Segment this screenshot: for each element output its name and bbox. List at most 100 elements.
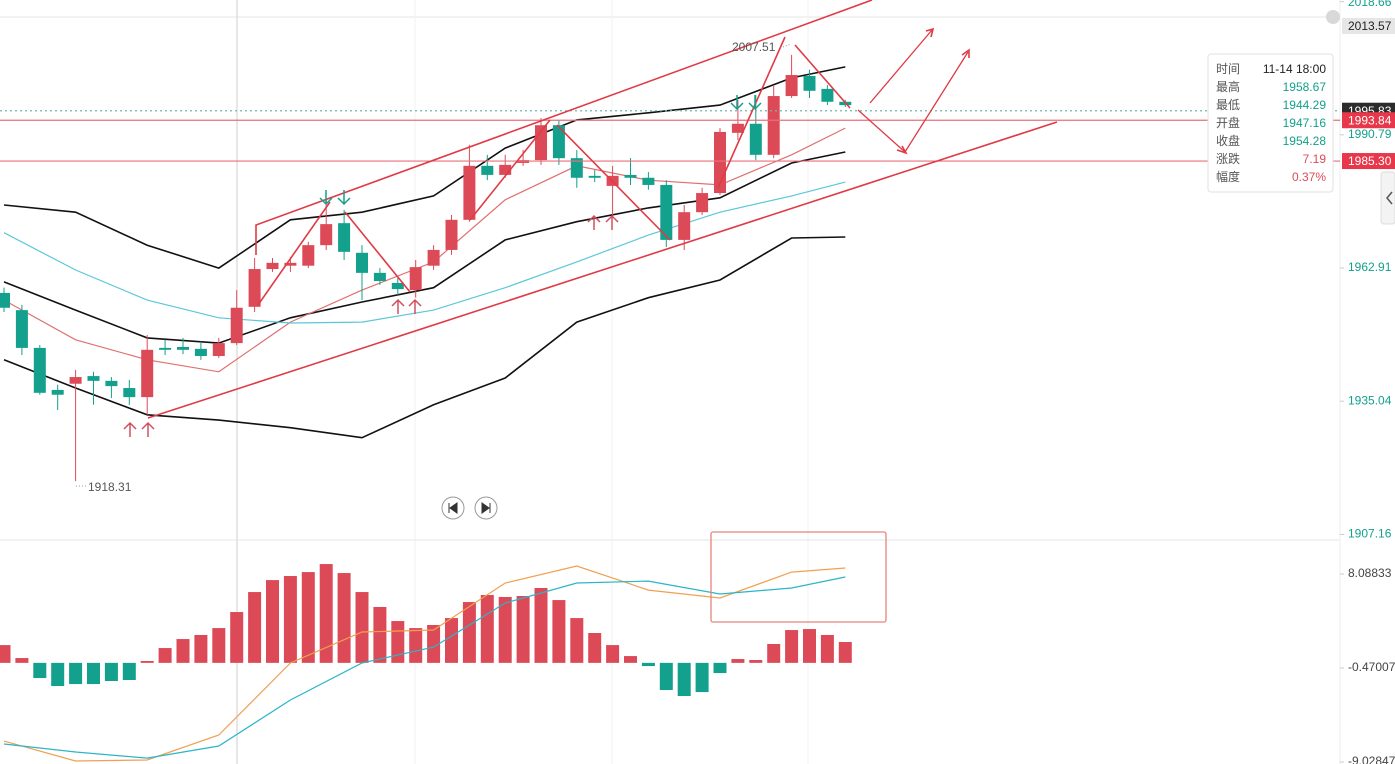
macd-bar [266,580,279,663]
macd-bar [462,602,476,663]
price-tag-label: 2013.57 [1348,19,1392,33]
macd-bar [248,592,262,663]
macd-bar [480,595,494,663]
macd-bar [319,564,333,663]
candle-body [445,219,458,250]
candle-body [731,123,744,133]
candle-body [409,267,422,291]
candle-body [159,347,172,350]
tooltip-box [1207,53,1334,193]
next-button[interactable] [474,496,498,520]
candle-body [481,165,494,175]
macd-bar [194,634,208,663]
indicator-line [3,236,846,439]
indicator-line [3,565,846,762]
candle-body [821,88,834,102]
candle-body [696,193,709,213]
candle-body [463,165,476,220]
tooltip-value: 1947.16 [1283,116,1327,130]
tooltip-label: 幅度 [1216,169,1240,184]
leader [782,43,792,48]
prev-button[interactable] [441,496,465,520]
candle-body [123,388,136,398]
tooltip-label: 开盘 [1216,115,1240,130]
macd-bar [104,662,118,681]
price-tag [1342,153,1395,170]
buy-marker [123,421,155,437]
y-tick-label: 8.08833 [1348,566,1392,580]
candle-body [105,380,118,387]
candle-body [749,123,762,155]
macd-bar [677,662,691,697]
candle-body [660,184,673,240]
candle-body [767,96,780,155]
tooltip-label: 收盘 [1216,133,1240,148]
buy-marker [391,298,422,314]
tooltip-value: 1944.29 [1283,98,1327,112]
macd-bar [749,660,763,663]
macd-bar [606,645,620,663]
macd-bar [122,662,136,680]
candle-body [230,307,243,344]
candle-body [320,224,333,246]
candle-body [87,376,100,381]
macd-bar [283,576,297,663]
macd-bar [176,639,190,663]
candle-body [570,158,583,178]
macd-bar [838,642,852,663]
macd-bar [803,629,816,663]
indicator-line [3,66,846,269]
side-toggle[interactable] [1380,171,1395,225]
tooltip-value: 1958.67 [1283,80,1327,94]
candle-body [785,75,798,97]
macd-bar [69,662,83,685]
macd-bar [588,633,602,663]
y-tick-label: -0.47007 [1348,660,1395,674]
macd-bar [713,662,727,674]
buy-marker [587,214,619,230]
candle-body [373,272,386,281]
tooltip-label: 涨跌 [1216,151,1240,166]
macd-bar [695,662,709,693]
macd-bar [785,630,799,663]
sell-marker [730,95,762,111]
macd-bar [212,628,226,663]
candle-body [803,75,816,91]
arrow [469,119,551,221]
macd-bar [641,662,655,667]
tooltip-label: 最低 [1216,98,1240,112]
macd-bar [409,628,423,663]
arrow-head [896,145,908,155]
candle-body [51,389,64,395]
alert-icon[interactable] [1326,10,1340,24]
macd-bar [337,573,351,663]
arrow-head [925,27,935,38]
macd-bar [0,645,11,663]
trend-lines [147,0,1058,419]
candle-body [33,347,46,393]
arrow-head [961,48,970,58]
price-tag [1342,112,1395,129]
macd-bar [301,572,315,663]
arrow [869,29,933,104]
candle-body [248,269,261,307]
indicator-line [3,576,846,759]
candle-body [15,310,28,348]
high-annotation: 2007.51 [732,40,776,54]
tooltip-value: 11-14 18:00 [1263,62,1326,76]
macd-bar [731,659,745,663]
macd-bar [624,656,637,663]
highlight-box [710,531,887,623]
macd-bar [51,662,65,687]
candle-body [0,292,10,308]
arrow [257,201,331,306]
macd-bar [15,658,29,663]
arrow [556,124,671,241]
candle-body [624,174,637,178]
y-tick-label: 2018.66 [1348,0,1392,9]
macd-bar [355,592,369,663]
candle-body [266,262,279,270]
candle-body [177,346,189,350]
